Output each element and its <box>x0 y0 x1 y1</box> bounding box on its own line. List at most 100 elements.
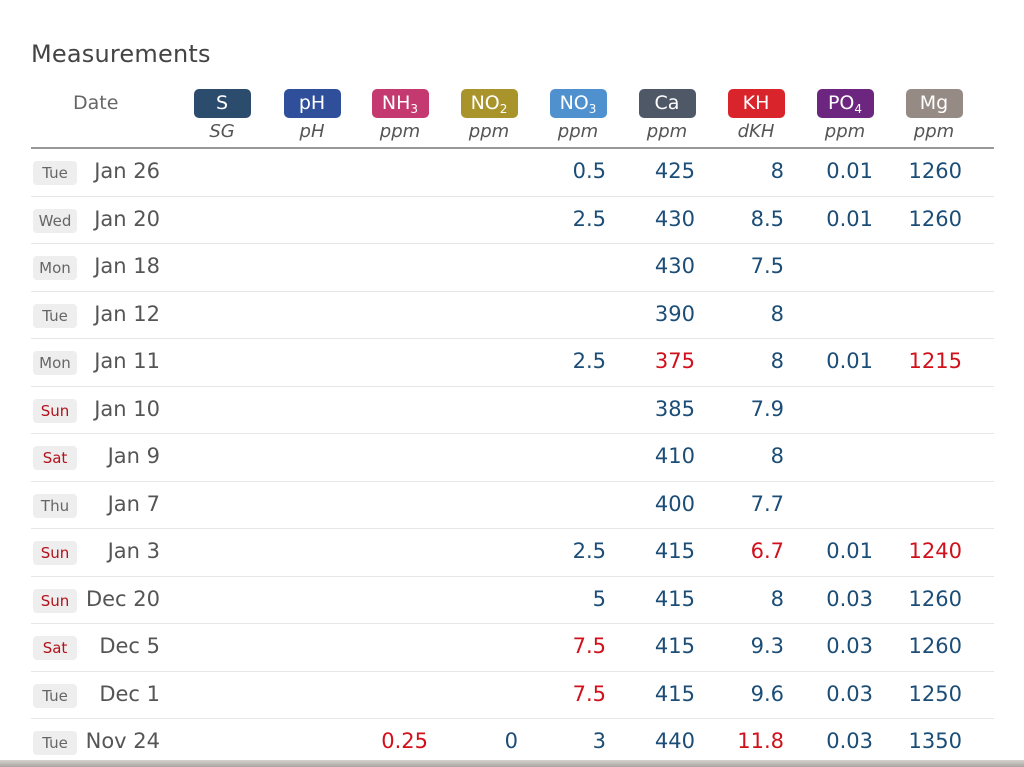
value-ca: 415 <box>654 634 695 658</box>
unit-po4: ppm <box>824 121 866 142</box>
value-po4: 0.01 <box>826 159 873 183</box>
weekday-badge: Wed <box>33 208 77 233</box>
badge-ca[interactable]: Ca <box>638 89 696 118</box>
table-row[interactable]: Tue Nov 24 0.25 0 3 440 11.8 0.03 1350 <box>31 719 994 767</box>
row-date: Dec 1 <box>99 681 160 706</box>
weekday-badge: Tue <box>33 731 77 755</box>
table-row[interactable]: Wed Jan 20 2.5 430 8.5 0.01 1260 <box>31 197 994 244</box>
column-header-mg: Mg ppm <box>894 89 974 142</box>
value-ca: 375 <box>654 349 695 373</box>
value-mg: 1250 <box>908 681 962 706</box>
table-row[interactable]: Sun Jan 3 2.5 415 6.7 0.01 1240 <box>31 529 994 577</box>
value-po4: 0.03 <box>826 681 873 706</box>
value-mg: 1240 <box>908 539 962 563</box>
weekday-badge: Thu <box>33 493 77 518</box>
value-no3: 5 <box>592 586 606 611</box>
value-kh: 8 <box>770 349 784 373</box>
value-no3: 3 <box>592 729 606 753</box>
weekday-badge: Tue <box>33 303 77 328</box>
weekday-badge: Sun <box>33 398 77 423</box>
value-po4: 0.01 <box>826 349 873 373</box>
row-date: Jan 10 <box>94 396 160 421</box>
value-ca: 415 <box>654 681 695 706</box>
column-header-ph: pH pH <box>272 89 352 142</box>
badge-mg[interactable]: Mg <box>905 89 963 118</box>
weekday-badge: Tue <box>33 683 77 708</box>
value-no3: 2.5 <box>572 539 606 563</box>
column-header-s: S SG <box>182 89 262 142</box>
row-date: Jan 9 <box>107 444 160 468</box>
unit-nh3: ppm <box>379 121 421 142</box>
value-kh: 8 <box>770 301 784 326</box>
badge-s[interactable]: S <box>193 89 251 118</box>
badge-nh3[interactable]: NH3 <box>371 89 429 118</box>
badge-no3[interactable]: NO3 <box>549 89 607 118</box>
weekday-badge: Sun <box>33 588 77 613</box>
value-kh: 8 <box>770 444 784 468</box>
unit-ph: pH <box>299 121 325 142</box>
window-bottom-edge <box>0 760 1024 767</box>
table-row[interactable]: Mon Jan 18 430 7.5 <box>31 244 994 292</box>
badge-kh[interactable]: KH <box>727 89 785 118</box>
column-header-ca: Ca ppm <box>627 89 707 142</box>
value-kh: 6.7 <box>750 539 784 563</box>
weekday-badge: Mon <box>33 351 77 375</box>
value-ca: 390 <box>654 301 695 326</box>
value-no2: 0 <box>504 729 518 753</box>
value-kh: 7.9 <box>750 396 784 421</box>
row-date: Jan 12 <box>94 301 160 326</box>
date-column-header: Date <box>73 92 119 114</box>
value-kh: 8.5 <box>750 206 784 231</box>
table-row[interactable]: Tue Jan 26 0.5 425 8 0.01 1260 <box>31 149 994 197</box>
row-date: Nov 24 <box>85 729 160 753</box>
value-ca: 430 <box>654 206 695 231</box>
value-kh: 8 <box>770 159 784 183</box>
value-kh: 11.8 <box>737 729 784 753</box>
row-date: Jan 18 <box>94 254 160 278</box>
unit-ca: ppm <box>646 121 688 142</box>
value-kh: 9.6 <box>750 681 784 706</box>
value-no3: 7.5 <box>572 634 606 658</box>
table-row[interactable]: Thu Jan 7 400 7.7 <box>31 482 994 529</box>
table-row[interactable]: Sun Dec 20 5 415 8 0.03 1260 <box>31 577 994 624</box>
weekday-badge: Sat <box>33 636 77 660</box>
value-mg: 1260 <box>908 206 962 231</box>
header-divider <box>31 147 994 149</box>
value-nh3: 0.25 <box>381 729 428 753</box>
table-row[interactable]: Sat Dec 5 7.5 415 9.3 0.03 1260 <box>31 624 994 672</box>
page-title: Measurements <box>31 40 211 68</box>
unit-s: SG <box>209 121 235 142</box>
weekday-badge: Sun <box>33 541 77 565</box>
badge-no2[interactable]: NO2 <box>460 89 518 118</box>
row-date: Jan 20 <box>94 206 160 231</box>
value-ca: 415 <box>654 539 695 563</box>
table-row[interactable]: Sat Jan 9 410 8 <box>31 434 994 482</box>
table-row[interactable]: Tue Dec 1 7.5 415 9.6 0.03 1250 <box>31 672 994 719</box>
value-mg: 1215 <box>908 349 962 373</box>
value-no3: 2.5 <box>572 206 606 231</box>
value-mg: 1350 <box>908 729 962 753</box>
table-row[interactable]: Tue Jan 12 390 8 <box>31 292 994 339</box>
row-date: Jan 11 <box>94 349 160 373</box>
badge-po4[interactable]: PO4 <box>816 89 874 118</box>
value-mg: 1260 <box>908 159 962 183</box>
row-date: Jan 7 <box>107 491 160 516</box>
unit-no3: ppm <box>557 121 599 142</box>
column-header-no2: NO2 ppm <box>449 89 529 142</box>
value-no3: 7.5 <box>572 681 606 706</box>
value-no3: 2.5 <box>572 349 606 373</box>
value-po4: 0.03 <box>826 586 873 611</box>
unit-kh: dKH <box>737 121 775 142</box>
table-row[interactable]: Sun Jan 10 385 7.9 <box>31 387 994 434</box>
table-row[interactable]: Mon Jan 11 2.5 375 8 0.01 1215 <box>31 339 994 387</box>
value-ca: 425 <box>654 159 695 183</box>
badge-ph[interactable]: pH <box>283 89 341 118</box>
unit-mg: ppm <box>913 121 955 142</box>
value-kh: 7.7 <box>750 491 784 516</box>
value-mg: 1260 <box>908 586 962 611</box>
value-no3: 0.5 <box>572 159 606 183</box>
value-mg: 1260 <box>908 634 962 658</box>
column-header-no3: NO3 ppm <box>538 89 618 142</box>
value-kh: 8 <box>770 586 784 611</box>
row-date: Dec 5 <box>99 634 160 658</box>
